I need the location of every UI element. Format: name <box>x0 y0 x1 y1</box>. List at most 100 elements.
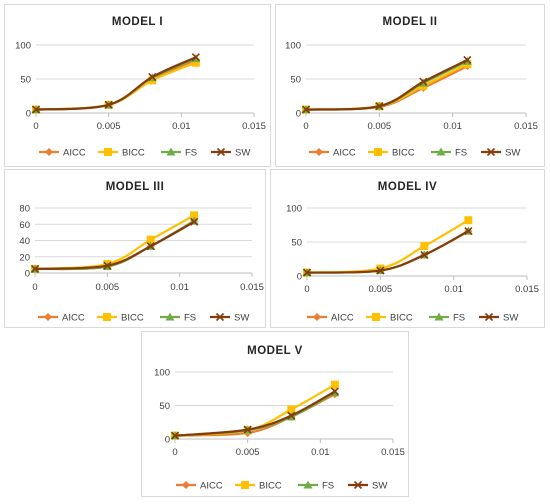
legend-marker <box>166 147 176 156</box>
legend-item-sw: SW <box>479 313 518 324</box>
legend-marker <box>215 312 225 322</box>
data-point <box>30 264 40 274</box>
data-point <box>146 242 155 251</box>
x-tick-label: 0.005 <box>236 447 260 458</box>
x-tick-label: 0.015 <box>240 282 264 293</box>
legend-marker <box>486 147 496 157</box>
legend-label: FS <box>455 148 467 159</box>
y-tick-label: 50 <box>290 75 301 86</box>
y-tick-label: 0 <box>297 272 302 283</box>
legend-label: FS <box>184 313 196 324</box>
data-point <box>287 405 296 414</box>
series-line <box>174 390 336 437</box>
x-tick-label: 0.01 <box>444 284 463 295</box>
legend-label: AICC <box>63 148 86 159</box>
legend-item-sw: SW <box>348 481 387 492</box>
legend-label: FS <box>322 481 334 492</box>
series-aicc <box>32 55 200 114</box>
chart-title: MODEL IV <box>378 181 437 193</box>
data-point <box>330 387 339 396</box>
data-point <box>243 425 252 434</box>
chart-title: MODEL II <box>383 16 438 28</box>
legend-item-fs: FS <box>161 147 197 159</box>
series-sw <box>301 55 472 114</box>
data-point <box>170 431 180 440</box>
data-point <box>463 55 472 65</box>
x-tick-label: 0 <box>303 121 308 132</box>
legend-item-sw: SW <box>211 148 250 159</box>
series-sw <box>30 217 199 274</box>
legend-marker <box>165 312 175 321</box>
series-line <box>305 60 468 111</box>
legend-label: AICC <box>333 148 356 159</box>
series-line <box>306 230 469 274</box>
x-tick-label: 0 <box>304 284 309 295</box>
x-tick-label: 0.005 <box>97 121 121 132</box>
legend-label: SW <box>505 148 520 159</box>
legend-marker <box>103 313 111 321</box>
legend-marker <box>303 480 313 489</box>
y-tick-label: 50 <box>291 238 302 249</box>
series-fs <box>31 54 201 114</box>
y-tick-label: 100 <box>15 41 31 52</box>
y-tick-label: 100 <box>286 204 302 215</box>
series-line <box>35 56 197 111</box>
data-point <box>191 53 200 62</box>
legend-label: BICC <box>390 313 413 324</box>
legend-marker <box>241 481 249 489</box>
x-tick-label: 0.015 <box>514 121 538 132</box>
legend-label: BICC <box>122 148 145 159</box>
y-tick-label: 80 <box>19 204 30 215</box>
legend-label: FS <box>185 148 197 159</box>
series-bicc <box>303 216 473 277</box>
x-tick-label: 0.005 <box>368 284 392 295</box>
data-point <box>103 261 112 270</box>
y-tick-label: 0 <box>25 269 30 280</box>
legend-item-fs: FS <box>160 312 196 324</box>
data-point <box>375 102 384 111</box>
y-tick-label: 0 <box>165 435 170 446</box>
chart-panel-model-2: MODEL II 0 50 100 0 0.005 0.01 0.015 AICC BICC FS S… <box>275 4 545 167</box>
chart-panel-model-3: MODEL III 0 20 40 60 80 0 0.005 0.01 0.015 AICC BIC… <box>4 169 266 328</box>
data-point <box>420 250 429 259</box>
line-chart: MODEL IV 0 50 100 0 0.005 0.01 0.015 AICC BICC FS S… <box>286 181 539 324</box>
chart-title: MODEL I <box>112 16 163 28</box>
data-point <box>31 105 41 114</box>
y-tick-label: 100 <box>154 368 170 379</box>
legend-item-aicc: AICC <box>38 313 85 324</box>
x-tick-label: 0.005 <box>367 121 391 132</box>
legend-marker <box>372 313 380 321</box>
line-chart: MODEL III 0 20 40 60 80 0 0.005 0.01 0.015 AICC BIC… <box>19 181 264 324</box>
chart-title: MODEL III <box>106 181 165 193</box>
data-point <box>376 266 385 275</box>
data-point <box>191 58 200 67</box>
data-point <box>420 242 429 251</box>
y-tick-label: 20 <box>19 252 30 263</box>
chart-panel-model-5: MODEL V 0 50 100 0 0.005 0.01 0.015 AICC BICC FS SW <box>141 331 409 497</box>
legend-label: BICC <box>392 148 415 159</box>
legend-item-bicc: BICC <box>97 313 144 324</box>
legend-marker <box>104 148 112 156</box>
x-tick-label: 0.01 <box>443 121 462 132</box>
line-chart: MODEL II 0 50 100 0 0.005 0.01 0.015 AICC BICC FS S… <box>285 16 538 159</box>
data-point <box>301 105 311 114</box>
legend-item-fs: FS <box>429 312 465 324</box>
data-point <box>104 100 113 109</box>
data-point <box>302 268 312 277</box>
legend-label: AICC <box>200 481 223 492</box>
legend-marker <box>44 313 52 321</box>
x-tick-label: 0 <box>33 121 38 132</box>
legend-item-sw: SW <box>481 148 520 159</box>
y-tick-label: 0 <box>296 109 301 120</box>
legend-marker <box>182 481 190 489</box>
data-point <box>287 411 296 420</box>
series-line <box>305 58 468 111</box>
x-tick-label: 0.005 <box>95 282 119 293</box>
y-tick-label: 0 <box>26 109 31 120</box>
legend-item-fs: FS <box>298 480 334 492</box>
data-point <box>146 235 155 244</box>
legend-label: AICC <box>62 313 85 324</box>
chart-title: MODEL V <box>247 345 303 357</box>
legend-marker <box>353 480 363 490</box>
legend-marker <box>374 148 382 156</box>
